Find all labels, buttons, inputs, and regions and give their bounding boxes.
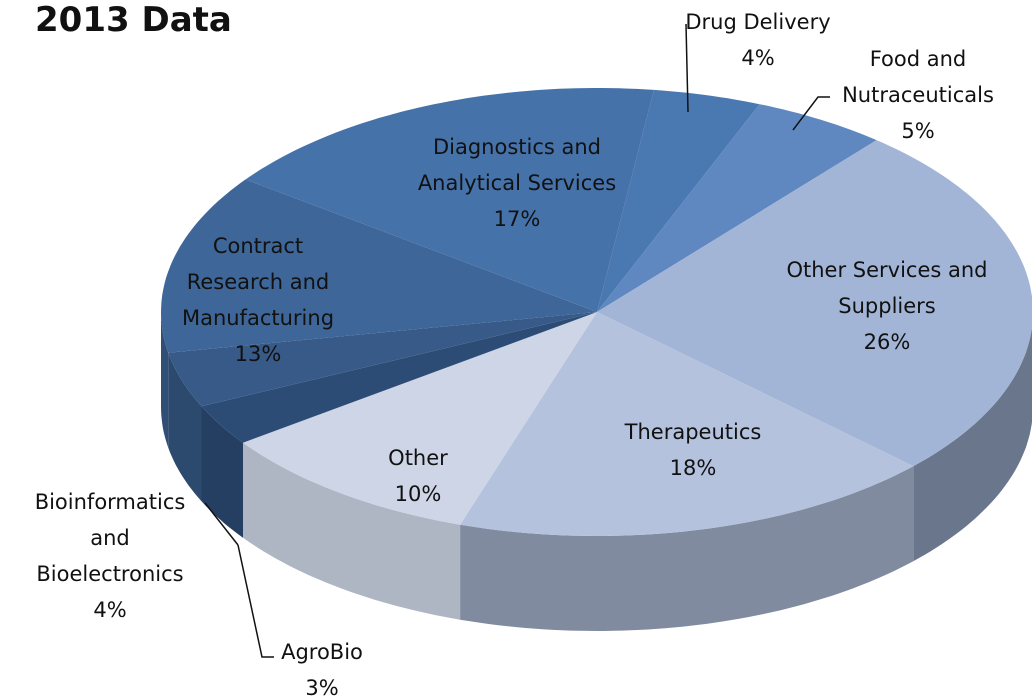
slice-value-label: 3%	[305, 676, 339, 696]
slice-label: AgroBio	[281, 640, 363, 664]
slice-label: Drug Delivery	[685, 10, 831, 34]
slice	[597, 104, 877, 312]
slice-value-label: 10%	[394, 482, 442, 506]
leader-line	[685, 23, 689, 113]
slice	[201, 312, 597, 443]
slice-value-label: 17%	[493, 207, 541, 231]
slice-value-label: 18%	[669, 456, 717, 480]
slice-side	[201, 406, 243, 538]
slice-label: Therapeutics	[624, 420, 762, 444]
slice-label: Contract Research and Manufacturing	[181, 234, 335, 330]
slice-side	[913, 326, 1032, 562]
slice-label: Other	[388, 446, 448, 470]
slice-label: Bioinformatics and Bioelectronics	[34, 490, 186, 586]
slice-side	[243, 442, 461, 620]
leader-line	[237, 544, 274, 658]
slice	[597, 89, 760, 313]
slice	[460, 312, 914, 536]
slice	[243, 312, 597, 525]
slice-label: Food and Nutraceuticals	[842, 47, 994, 107]
chart-title: 2013 Data	[35, 0, 232, 40]
leader-line	[792, 96, 830, 131]
slice-value-label: 13%	[234, 342, 282, 366]
slice-value-label: 4%	[741, 46, 775, 70]
slice-label: Diagnostics and Analytical Services	[417, 135, 617, 195]
slice-side	[161, 312, 169, 448]
slice-label: Other Services and Suppliers	[786, 258, 988, 318]
slice	[168, 312, 598, 407]
slice-side	[168, 352, 202, 502]
slice-value-label: 26%	[863, 330, 911, 354]
slice	[161, 179, 597, 353]
slice	[245, 88, 654, 312]
slice-value-label: 5%	[901, 119, 935, 143]
slice-side	[460, 466, 914, 631]
leader-line	[204, 502, 239, 546]
slice	[597, 140, 1032, 467]
slice-value-label: 4%	[93, 598, 127, 622]
